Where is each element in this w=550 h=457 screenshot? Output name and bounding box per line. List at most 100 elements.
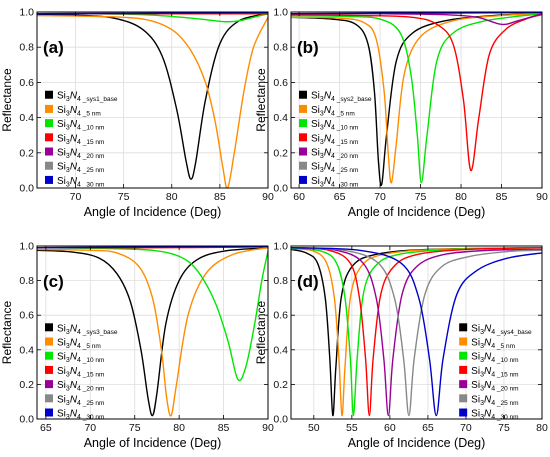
y-tick-label: 0.0	[273, 414, 288, 426]
legend-label-2: Si3N4 _5 nm	[471, 338, 515, 351]
y-tick-label: 0.6	[273, 77, 288, 89]
legend-label-5: Si3N4 _20 nm	[311, 148, 358, 161]
legend-swatch-6	[45, 161, 53, 170]
series-line-1	[291, 247, 542, 417]
y-tick-label: 0.2	[273, 147, 288, 159]
series-line-3	[291, 247, 542, 417]
x-tick-label: 70	[374, 191, 386, 203]
plot-frame	[290, 11, 543, 189]
x-tick-label: 65	[422, 422, 434, 434]
legend-label-4: Si3N4 _15 nm	[471, 366, 518, 379]
y-tick-label: 0.8	[19, 275, 34, 287]
legend-swatch-1	[459, 323, 468, 332]
legend-swatch-4	[45, 133, 53, 142]
chart-panel-3: 65 70 75 80 85 90 0.0 0.2 0.4 0.6 0.8 1.0 Angle of I…	[0, 241, 274, 451]
legend-label-6: Si3N4 _25 nm	[311, 162, 358, 175]
legend-swatch-6	[45, 394, 53, 403]
y-tick-label: 0.2	[19, 379, 34, 391]
y-tick-label: 0.4	[19, 344, 34, 356]
series-line-2	[37, 14, 268, 188]
legend-label-4: Si3N4 _15 nm	[311, 133, 358, 146]
series-line-7	[291, 247, 542, 417]
y-tick-label: 0.4	[273, 112, 288, 124]
legend-label-3: Si3N4 _10 nm	[471, 352, 518, 365]
x-tick-label: 90	[262, 422, 274, 434]
y-tick-label: 0.0	[19, 183, 34, 195]
x-tick-label: 85	[214, 191, 226, 203]
legend-swatch-3	[299, 119, 307, 128]
y-tick-label: 0.6	[19, 310, 34, 322]
legend-swatch-1	[45, 90, 53, 99]
legend-label-6: Si3N4 _25 nm	[57, 162, 104, 175]
x-tick-label: 85	[496, 191, 508, 203]
x-axis-label: Angle of Incidence (Deg)	[84, 205, 222, 219]
chart-panel-4: 50 55 60 65 70 75 80 0.0 0.2 0.4 0.6 0.8 1.0 Angle of…	[254, 241, 548, 451]
y-tick-label: 0.4	[19, 112, 34, 124]
series-line-6	[291, 247, 542, 417]
legend-swatch-6	[299, 161, 307, 170]
y-tick-label: 0.6	[273, 310, 288, 322]
legend-label-4: Si3N4 _15 nm	[57, 133, 104, 146]
legend-swatch-5	[299, 147, 307, 156]
y-tick-label: 0.8	[273, 42, 288, 54]
plot-frame	[290, 245, 543, 420]
legend-swatch-5	[459, 380, 468, 389]
legend-swatch-3	[45, 119, 53, 128]
legend-swatch-4	[299, 133, 307, 142]
y-tick-label: 1.0	[273, 7, 288, 19]
y-tick-label: 0.0	[273, 183, 288, 195]
x-axis-label: Angle of Incidence (Deg)	[348, 436, 486, 450]
x-tick-label: 50	[308, 422, 320, 434]
y-tick-label: 0.0	[19, 414, 34, 426]
series-line-1	[37, 13, 268, 180]
y-tick-label: 0.8	[273, 275, 288, 287]
x-tick-label: 65	[40, 422, 52, 434]
y-tick-label: 0.2	[19, 147, 34, 159]
chart-panel-1: 70 75 80 85 90 0.0 0.2 0.4 0.6 0.8 1.0 Angle of Inc…	[0, 7, 274, 220]
legend-label-6: Si3N4 _25 nm	[57, 394, 104, 407]
series-line-3	[37, 247, 268, 382]
legend-swatch-7	[45, 175, 53, 184]
panel-label: (c)	[43, 272, 64, 291]
legend-label-5: Si3N4 _20 nm	[57, 380, 104, 393]
x-tick-label: 70	[70, 191, 82, 203]
series-line-2	[291, 13, 542, 184]
x-tick-label: 80	[173, 422, 185, 434]
legend-swatch-3	[459, 351, 468, 360]
plot-frame	[36, 245, 269, 420]
legend-swatch-7	[299, 175, 307, 184]
x-tick-label: 75	[129, 422, 141, 434]
series-line-7	[291, 12, 542, 15]
panel-label: (a)	[43, 38, 64, 57]
x-tick-label: 85	[218, 422, 230, 434]
legend-swatch-7	[45, 408, 53, 417]
x-tick-label: 80	[455, 191, 467, 203]
legend-swatch-2	[45, 337, 53, 346]
legend-swatch-1	[45, 323, 53, 332]
legend-swatch-2	[459, 337, 468, 346]
x-tick-label: 75	[498, 422, 510, 434]
legend-swatch-3	[45, 351, 53, 360]
legend-label-3: Si3N4 _10 nm	[57, 352, 104, 365]
legend-label-1: Si3N4 _sys4_base	[471, 323, 532, 336]
legend-swatch-5	[45, 380, 53, 389]
series-line-5	[291, 247, 542, 417]
legend-label-7: Si3N4 _30 nm	[311, 176, 358, 189]
y-tick-label: 0.2	[273, 379, 288, 391]
legend-label-5: Si3N4 _20 nm	[471, 380, 518, 393]
x-tick-label: 80	[536, 422, 548, 434]
legend-label-7: Si3N4 _30 nm	[471, 409, 518, 422]
y-tick-label: 0.4	[273, 344, 288, 356]
x-tick-label: 60	[384, 422, 396, 434]
y-axis-label: Reflectance	[254, 300, 268, 364]
legend-label-1: Si3N4 _sys2_base	[311, 91, 372, 104]
series-line-2	[37, 247, 268, 417]
legend-label-2: Si3N4 _5 nm	[57, 338, 101, 351]
legend-label-2: Si3N4 _5 nm	[311, 105, 355, 118]
y-tick-label: 1.0	[273, 241, 288, 253]
series-line-4	[291, 247, 542, 417]
